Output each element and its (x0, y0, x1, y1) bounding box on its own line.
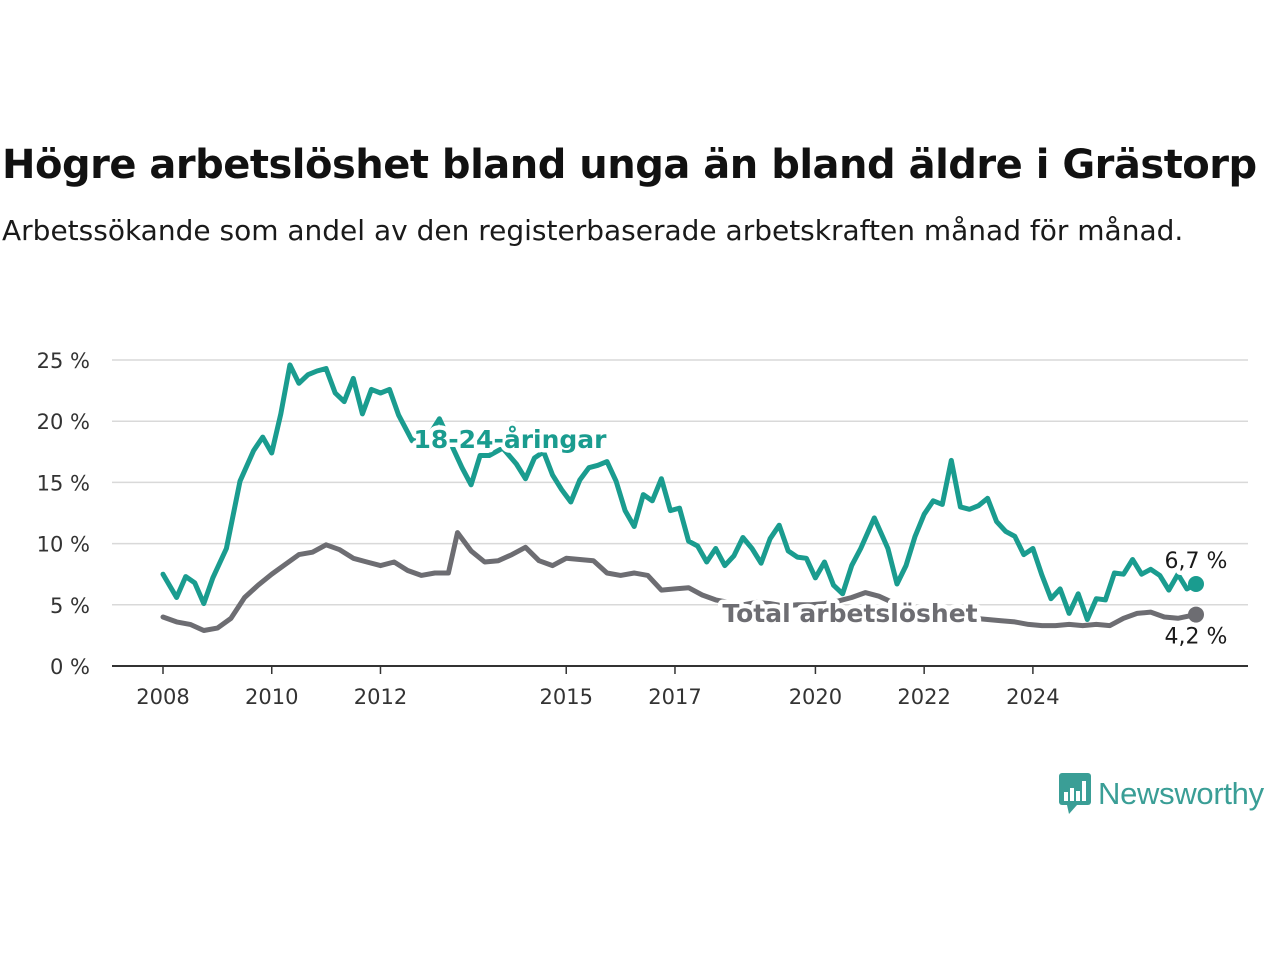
end-label-youth-halo: 6,7 % (1165, 549, 1228, 574)
x-tick-label: 2017 (648, 685, 701, 709)
x-tick-label: 2012 (354, 685, 407, 709)
x-tick-label: 2008 (136, 685, 189, 709)
y-tick-label: 0 % (50, 655, 90, 679)
y-tick-label: 25 % (37, 349, 90, 373)
y-axis-tick-labels: 0 % 5 % 10 % 15 % 20 % 25 % (37, 349, 90, 679)
series-line-total (160, 530, 1199, 633)
x-tick-label: 2024 (1006, 685, 1059, 709)
series-label-total: Total arbetslöshet (722, 599, 977, 628)
bar-chart-speech-bubble-icon (1059, 773, 1091, 814)
series-label-youth: 18-24-åringar (414, 425, 608, 454)
line-chart: 0 %5 %10 %15 %20 %25 % 2008 2010 2012 2015 2… (37, 349, 1248, 709)
x-axis-tick-labels: 2008 2010 2012 2015 2017 2020 2022 2024 (136, 666, 1060, 709)
series-end-point (1188, 575, 1204, 592)
y-tick-label: 10 % (37, 533, 90, 557)
x-tick-label: 2010 (245, 685, 298, 709)
gridlines (112, 359, 1248, 667)
brand-name: Newsworthy (1098, 776, 1264, 811)
y-tick-label: 20 % (37, 410, 90, 434)
x-tick-label: 2020 (789, 685, 842, 709)
series-end-point (1188, 606, 1204, 623)
series-label-youth-halo: 18-24-åringar (414, 425, 608, 454)
series-label-total-halo: Total arbetslöshet (722, 599, 977, 628)
y-tick-label: 5 % (50, 594, 90, 618)
chart-title: Högre arbetslöshet bland unga än bland ä… (2, 142, 1257, 188)
x-tick-label: 2015 (540, 685, 593, 709)
end-label-youth: 6,7 % (1165, 549, 1228, 574)
newsworthy-logo[interactable]: Newsworthy (1058, 772, 1264, 816)
x-tick-label: 2022 (897, 685, 950, 709)
series-line-youth (160, 362, 1199, 622)
end-label-total-halo: 4,2 % (1165, 625, 1228, 650)
end-label-total: 4,2 % (1165, 625, 1228, 650)
series-lines (160, 362, 1204, 633)
chart-subtitle: Arbetssökande som andel av den registerb… (2, 214, 1184, 247)
y-tick-label: 15 % (37, 471, 90, 495)
